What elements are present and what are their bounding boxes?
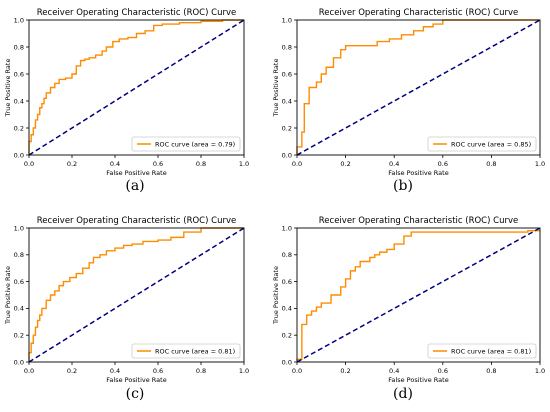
x-tick-label-c-0: 0.0 xyxy=(24,367,34,375)
y-tick-label-b-5: 1.0 xyxy=(282,16,292,24)
x-tick-label-b-1: 0.2 xyxy=(340,160,350,168)
y-axis-label-d: True Positive Rate xyxy=(272,266,280,325)
y-tick-label-d-4: 0.8 xyxy=(282,251,292,259)
roc-curve-d xyxy=(296,229,540,362)
y-tick-label-c-3: 0.6 xyxy=(14,278,24,286)
x-tick-label-c-5: 1.0 xyxy=(239,367,249,375)
x-tick-label-a-0: 0.0 xyxy=(24,160,34,168)
x-tick-label-c-1: 0.2 xyxy=(67,367,77,375)
legend-label-c: ROC curve (area = 0.81) xyxy=(155,347,235,355)
y-tick-label-c-0: 0.0 xyxy=(14,358,24,366)
chart-title-b: Receiver Operating Characteristic (ROC) … xyxy=(319,8,518,18)
chart-title-c: Receiver Operating Characteristic (ROC) … xyxy=(37,216,236,226)
x-tick-label-d-1: 0.2 xyxy=(340,367,350,375)
x-tick-label-a-4: 0.8 xyxy=(196,160,206,168)
y-tick-label-b-1: 0.2 xyxy=(282,124,292,132)
chart-b: Receiver Operating Characteristic (ROC) … xyxy=(272,8,545,177)
x-tick-label-d-4: 0.8 xyxy=(486,367,496,375)
x-tick-label-d-3: 0.6 xyxy=(438,367,448,375)
x-tick-label-c-4: 0.8 xyxy=(196,367,206,375)
y-tick-label-b-4: 0.8 xyxy=(282,43,292,51)
x-tick-label-b-4: 0.8 xyxy=(486,160,496,168)
roc-curve-c xyxy=(28,227,244,362)
y-tick-label-a-3: 0.6 xyxy=(14,70,24,78)
y-tick-label-c-1: 0.2 xyxy=(14,332,24,340)
chart-c: Receiver Operating Characteristic (ROC) … xyxy=(4,216,249,384)
x-tick-label-b-3: 0.6 xyxy=(438,160,448,168)
chance-line-c xyxy=(28,227,245,363)
y-tick-label-a-5: 1.0 xyxy=(14,16,24,24)
legend-d: ROC curve (area = 0.81) xyxy=(427,343,537,359)
chance-line-d xyxy=(296,227,541,363)
x-tick-label-b-5: 1.0 xyxy=(535,160,545,168)
legend-label-b: ROC curve (area = 0.85) xyxy=(451,140,531,148)
plot-frame-b xyxy=(296,19,541,156)
chart-d: Receiver Operating Characteristic (ROC) … xyxy=(272,216,545,384)
y-axis-label-b: True Positive Rate xyxy=(272,59,280,118)
panel-label-d: (d) xyxy=(393,386,413,402)
x-axis-label-d: False Positive Rate xyxy=(388,376,448,384)
y-tick-label-c-5: 1.0 xyxy=(14,224,24,232)
y-tick-label-d-1: 0.2 xyxy=(282,332,292,340)
y-tick-label-a-0: 0.0 xyxy=(14,151,24,159)
chance-line-b xyxy=(296,19,541,156)
panel-label-b: (b) xyxy=(393,178,413,194)
x-tick-label-b-0: 0.0 xyxy=(292,160,302,168)
chart-a: Receiver Operating Characteristic (ROC) … xyxy=(4,8,249,177)
y-axis-label-a: True Positive Rate xyxy=(4,59,12,118)
x-tick-label-c-3: 0.6 xyxy=(153,367,163,375)
x-tick-label-a-1: 0.2 xyxy=(67,160,77,168)
y-tick-label-c-2: 0.4 xyxy=(14,305,24,313)
legend-label-a: ROC curve (area = 0.79) xyxy=(155,140,235,148)
y-axis-label-c: True Positive Rate xyxy=(4,266,12,325)
y-tick-label-b-3: 0.6 xyxy=(282,70,292,78)
y-tick-label-a-2: 0.4 xyxy=(14,97,24,105)
x-tick-label-d-2: 0.4 xyxy=(389,367,399,375)
x-tick-label-d-5: 1.0 xyxy=(535,367,545,375)
panel-label-c: (c) xyxy=(125,386,145,402)
legend-label-d: ROC curve (area = 0.81) xyxy=(451,347,531,355)
legend-b: ROC curve (area = 0.85) xyxy=(427,136,537,152)
plot-frame-c xyxy=(28,227,245,363)
chance-line-a xyxy=(28,19,245,156)
legend-a: ROC curve (area = 0.79) xyxy=(131,136,241,152)
legend-box-a xyxy=(131,136,241,152)
plot-frame-d xyxy=(296,227,541,363)
y-tick-label-d-5: 1.0 xyxy=(282,224,292,232)
legend-box-d xyxy=(427,343,537,359)
panel-label-a: (a) xyxy=(125,178,145,194)
x-tick-label-a-5: 1.0 xyxy=(239,160,249,168)
x-tick-label-a-2: 0.4 xyxy=(110,160,120,168)
y-tick-label-b-0: 0.0 xyxy=(282,151,292,159)
y-tick-label-d-2: 0.4 xyxy=(282,305,292,313)
y-tick-label-a-1: 0.2 xyxy=(14,124,24,132)
x-tick-label-a-3: 0.6 xyxy=(153,160,163,168)
chart-title-d: Receiver Operating Characteristic (ROC) … xyxy=(319,216,518,226)
x-tick-label-d-0: 0.0 xyxy=(292,367,302,375)
chart-title-a: Receiver Operating Characteristic (ROC) … xyxy=(37,8,236,18)
x-axis-label-c: False Positive Rate xyxy=(106,376,166,384)
y-tick-label-c-4: 0.8 xyxy=(14,251,24,259)
legend-c: ROC curve (area = 0.81) xyxy=(131,343,241,359)
y-tick-label-b-2: 0.4 xyxy=(282,97,292,105)
roc-curve-b xyxy=(296,19,540,155)
roc-curve-a xyxy=(28,19,244,155)
x-tick-label-b-2: 0.4 xyxy=(389,160,399,168)
x-axis-label-b: False Positive Rate xyxy=(388,169,448,177)
legend-box-c xyxy=(131,343,241,359)
y-tick-label-d-3: 0.6 xyxy=(282,278,292,286)
plot-frame-a xyxy=(28,19,245,156)
x-axis-label-a: False Positive Rate xyxy=(106,169,166,177)
y-tick-label-d-0: 0.0 xyxy=(282,358,292,366)
x-tick-label-c-2: 0.4 xyxy=(110,367,120,375)
y-tick-label-a-4: 0.8 xyxy=(14,43,24,51)
legend-box-b xyxy=(427,136,537,152)
